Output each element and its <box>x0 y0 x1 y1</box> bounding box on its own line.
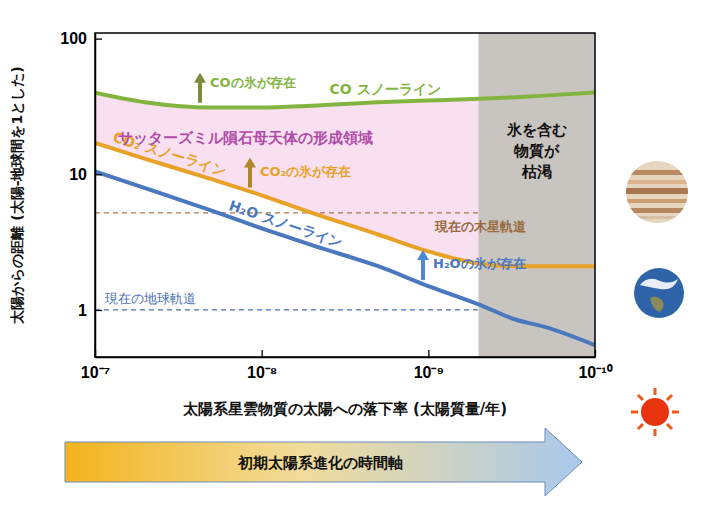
time-arrow <box>65 428 582 496</box>
ice-label: CO₂の氷が存在 <box>260 164 351 179</box>
jupiter-band <box>620 180 700 184</box>
jupiter-band <box>620 170 700 175</box>
plot-area <box>95 33 595 357</box>
sun-ray <box>667 395 672 400</box>
region-label: サッターズミル隕石母天体の形成領域 <box>118 129 373 147</box>
x-tick: 10⁻¹⁰ <box>578 350 612 381</box>
y-axis-title: 太陽からの距離 (太陽-地球間を1とした) <box>9 66 25 324</box>
series-label: H₂O スノーライン <box>227 197 344 250</box>
chart-svg: 10⁻⁷ 10⁻⁸ 10⁻⁹ 10⁻¹⁰ 1 10 100 太陽系星雲物質の太陽への落下率 (… <box>0 0 710 509</box>
x-tick: 10⁻⁹ <box>414 350 444 381</box>
jupiter-band <box>620 199 700 203</box>
ice-arrow-head <box>244 158 256 168</box>
x-tick-mark <box>595 350 596 357</box>
x-tick-label: 10⁻⁹ <box>414 364 444 381</box>
sun-ray <box>667 424 672 429</box>
x-tick-label: 10⁻⁸ <box>247 364 277 381</box>
chart-container: 10⁻⁷ 10⁻⁸ 10⁻⁹ 10⁻¹⁰ 1 10 100 太陽系星雲物質の太陽への落下率 (… <box>0 0 710 509</box>
sun-ray <box>654 429 657 436</box>
x-tick-label: 10⁻¹⁰ <box>578 364 612 381</box>
icons <box>620 161 700 436</box>
y-tick-label: 100 <box>60 30 87 47</box>
reference-label: 現在の木星軌道 <box>434 219 527 234</box>
sun-ray <box>631 411 638 414</box>
sun-ray <box>654 388 657 395</box>
x-tick: 10⁻⁸ <box>247 350 277 381</box>
ice-arrow-shaft <box>248 166 252 188</box>
y-tick-label: 10 <box>69 166 87 183</box>
earth-cloud <box>640 279 678 290</box>
ice-label: COの氷が存在 <box>210 75 296 90</box>
y-tick: 1 <box>78 302 102 319</box>
jupiter-bands <box>620 170 700 219</box>
ice-arrow-shaft <box>198 81 202 103</box>
ice-arrow-head <box>417 250 429 260</box>
sun-icon <box>631 388 679 436</box>
y-tick-mark <box>95 174 102 175</box>
sun-disc <box>641 398 669 426</box>
sun-ray <box>672 411 679 414</box>
ice-label: H₂Oの氷が存在 <box>433 256 526 271</box>
x-axis: 10⁻⁷ 10⁻⁸ 10⁻⁹ 10⁻¹⁰ <box>81 350 613 381</box>
y-axis: 1 10 100 <box>60 30 102 357</box>
jupiter-band <box>620 208 700 213</box>
sun-ray <box>638 424 643 429</box>
depleted-label-line: 氷を含む <box>506 121 567 139</box>
x-axis-line <box>96 357 596 359</box>
x-tick-label: 10⁻⁷ <box>81 364 110 381</box>
y-axis-line <box>95 34 97 358</box>
earth-icon <box>634 268 684 318</box>
y-tick-label: 1 <box>78 302 87 319</box>
depleted-region <box>479 33 595 357</box>
time-axis-label: 初期太陽系進化の時間軸 <box>237 454 403 472</box>
depleted-label: 氷を含む物質が枯渇 <box>506 121 567 181</box>
y-tick-mark <box>95 38 102 39</box>
annotations: CO スノーラインCO₂ スノーラインH₂O スノーラインCOの氷が存在CO₂の… <box>105 73 567 306</box>
depleted-label-line: 物質が <box>513 142 560 160</box>
reference-label: 現在の地球軌道 <box>105 291 196 306</box>
x-tick-mark <box>428 350 429 357</box>
series-line <box>95 171 595 345</box>
jupiter-band <box>620 188 700 194</box>
y-tick: 100 <box>60 30 102 47</box>
sun-ray <box>638 395 643 400</box>
plot-frame <box>95 33 595 357</box>
x-axis-title: 太陽系星雲物質の太陽への落下率 (太陽質量/年) <box>182 400 507 418</box>
jupiter-band <box>620 216 700 219</box>
series-label: CO スノーライン <box>329 81 440 97</box>
ice-arrow-head <box>194 73 206 83</box>
ice-arrow-shaft <box>421 258 425 280</box>
y-tick-mark <box>95 310 102 311</box>
depleted-label-line: 枯渇 <box>521 163 552 181</box>
y-tick: 10 <box>69 166 102 183</box>
earth-land <box>650 296 664 312</box>
x-tick-mark <box>262 350 263 357</box>
